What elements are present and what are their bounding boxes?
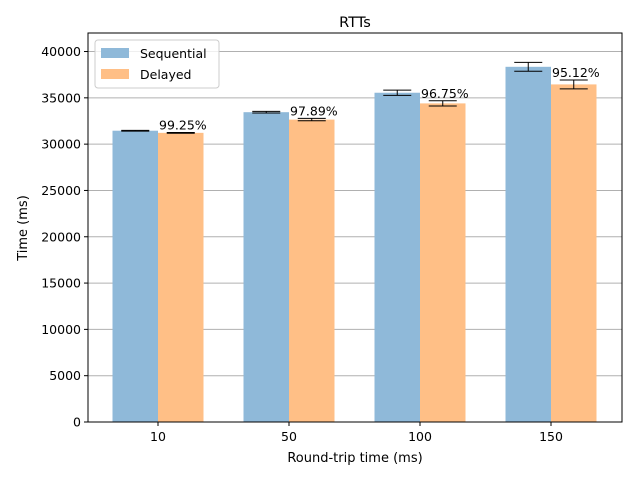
- chart-title: RTTs: [339, 15, 371, 31]
- y-tick-label: 40000: [41, 44, 81, 59]
- percentage-annotation: 95.12%: [552, 65, 600, 80]
- bar-delayed-10: [158, 132, 204, 423]
- x-axis-ticks: 10 50 100 150: [150, 422, 563, 444]
- legend: Sequential Delayed: [94, 39, 220, 89]
- bar-sequential-100: [374, 92, 420, 422]
- y-tick-label: 20000: [41, 229, 81, 244]
- legend-label-sequential: Sequential: [140, 46, 207, 61]
- y-axis-ticks: 0 5000 10000 15000 20000 25000 30000 35000 40000: [41, 44, 88, 430]
- plot-frame: [87, 32, 623, 423]
- bar-delayed-100: [420, 103, 466, 422]
- bars: [112, 66, 597, 423]
- legend-swatch-delayed: [101, 69, 129, 79]
- percentage-annotation: 96.75%: [421, 86, 469, 101]
- x-tick-label: 50: [281, 429, 297, 444]
- bar-sequential-10: [112, 130, 158, 423]
- error-bars: [121, 61, 588, 134]
- legend-label-delayed: Delayed: [140, 67, 191, 82]
- x-tick-label: 150: [539, 429, 563, 444]
- percentage-annotation: 99.25%: [159, 117, 207, 132]
- y-axis-label: Time (ms): [16, 195, 31, 262]
- bar-delayed-50: [289, 119, 335, 422]
- x-tick-label: 10: [150, 429, 166, 444]
- y-tick-label: 25000: [41, 183, 81, 198]
- percentage-annotation: 97.89%: [290, 103, 338, 118]
- y-tick-label: 30000: [41, 137, 81, 152]
- bar-delayed-150: [551, 84, 597, 423]
- y-tick-label: 10000: [41, 322, 81, 337]
- x-axis-label: Round-trip time (ms): [287, 451, 422, 466]
- annotations: 99.25% 97.89% 96.75% 95.12%: [159, 65, 600, 133]
- bar-sequential-150: [505, 66, 551, 422]
- y-tick-label: 15000: [41, 276, 81, 291]
- y-tick-label: 5000: [49, 368, 81, 383]
- y-tick-label: 0: [73, 415, 81, 430]
- y-tick-label: 35000: [41, 90, 81, 105]
- bar-sequential-50: [243, 112, 289, 423]
- legend-swatch-sequential: [101, 48, 129, 58]
- x-tick-label: 100: [408, 429, 432, 444]
